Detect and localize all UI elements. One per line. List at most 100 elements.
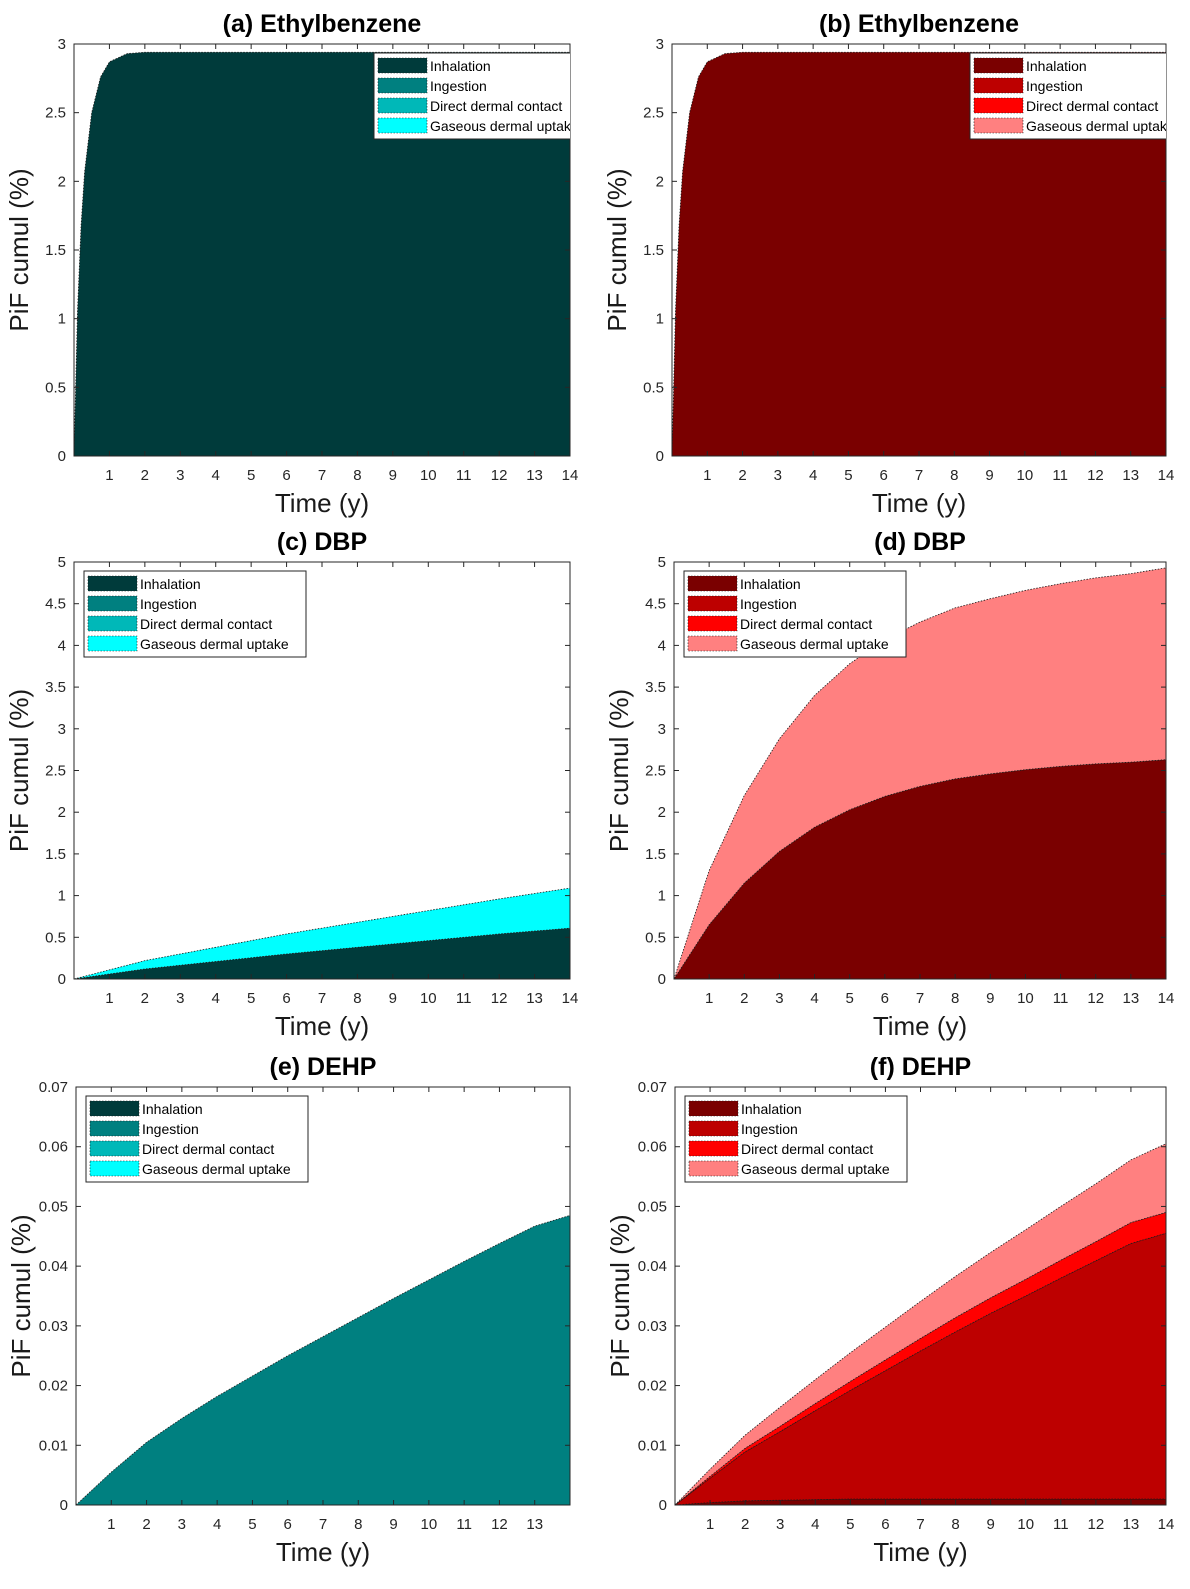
y-axis-label: PiF cumul (%): [605, 1214, 635, 1377]
y-tick-label: 0.07: [39, 1079, 68, 1096]
x-tick-label: 1: [706, 1516, 714, 1533]
x-axis-label: Time (y): [873, 1011, 967, 1041]
y-tick-label: 0.02: [39, 1378, 68, 1395]
x-tick-label: 12: [491, 467, 508, 484]
y-tick-label: 0.05: [638, 1198, 667, 1215]
legend-swatch: [87, 615, 138, 632]
x-axis-label: Time (y): [873, 1537, 967, 1567]
x-axis-label: Time (y): [872, 488, 966, 518]
x-tick-label: 12: [491, 1516, 508, 1533]
x-tick-label: 7: [318, 467, 326, 484]
legend: Inhalation Ingestion Direct dermal contact…: [373, 52, 570, 140]
y-tick-label: 0.06: [638, 1139, 667, 1156]
legend-swatch: [377, 97, 428, 114]
area-series-group: [76, 1214, 570, 1505]
area-inhalation: [74, 51, 570, 456]
legend-swatch: [89, 1120, 140, 1137]
legend-swatch: [688, 1120, 739, 1137]
x-tick-label: 9: [986, 1516, 994, 1533]
y-tick-label: 0.03: [638, 1318, 667, 1335]
legend-label: Gaseous dermal uptake: [142, 1161, 291, 1177]
legend-swatch: [87, 575, 138, 592]
x-tick-label: 7: [916, 1516, 924, 1533]
x-tick-label: 14: [562, 467, 579, 484]
y-tick-label: 2: [58, 804, 66, 821]
legend-label: Direct dermal contact: [140, 616, 272, 632]
legend-label: Gaseous dermal uptake: [1026, 118, 1175, 134]
x-tick-label: 2: [738, 467, 746, 484]
x-tick-label: 13: [1123, 990, 1140, 1007]
legend-label: Gaseous dermal uptake: [140, 636, 289, 652]
y-tick-label: 4.5: [45, 596, 66, 613]
legend-label: Gaseous dermal uptake: [740, 636, 889, 652]
legend-swatch: [973, 57, 1024, 74]
x-tick-label: 11: [1053, 1516, 1069, 1533]
chart-panel-2: 00.511.522.533.544.551 2 3 4 5 6 7 8 9 10 11 12 13 14…: [4, 528, 578, 1041]
area-series-group: [74, 51, 570, 456]
x-tick-label: 10: [1017, 990, 1034, 1007]
y-tick-label: 1: [658, 888, 666, 905]
x-axis-label: Time (y): [275, 488, 369, 518]
x-tick-label: 3: [776, 1516, 784, 1533]
legend-swatch: [688, 1140, 739, 1157]
x-tick-label: 8: [353, 990, 361, 1007]
y-tick-label: 1: [58, 311, 66, 328]
area-series-group: [74, 887, 570, 979]
chart-panel-4: 00.010.020.030.040.050.060.071 2 3 4 5 6 7 8 9 10…: [6, 1053, 571, 1567]
legend: Inhalation Ingestion Direct dermal contact…: [969, 52, 1175, 140]
area-series-group: [675, 1143, 1166, 1505]
chart-title: (f) DEHP: [870, 1053, 971, 1081]
x-tick-label: 13: [1122, 467, 1139, 484]
x-tick-label: 5: [248, 1516, 256, 1533]
y-tick-label: 0: [659, 1497, 667, 1514]
x-tick-label: 2: [141, 467, 149, 484]
x-tick-label: 4: [212, 990, 220, 1007]
legend-label: Inhalation: [140, 576, 201, 592]
x-tick-label: 11: [456, 467, 472, 484]
x-tick-label: 5: [247, 990, 255, 1007]
x-tick-label: 13: [526, 467, 543, 484]
x-tick-label: 9: [389, 1516, 397, 1533]
legend-swatch: [973, 97, 1024, 114]
x-tick-label: 6: [282, 467, 290, 484]
y-tick-label: 0.02: [638, 1378, 667, 1395]
legend-swatch: [688, 1100, 739, 1117]
y-tick-label: 1.5: [45, 846, 66, 863]
chart-title: (d) DBP: [874, 528, 966, 556]
y-tick-label: 4: [658, 637, 666, 654]
x-tick-label: 1: [105, 990, 113, 1007]
y-tick-label: 2: [658, 804, 666, 821]
y-tick-label: 2.5: [645, 763, 666, 780]
y-tick-label: 2: [656, 173, 664, 190]
legend-swatch: [687, 595, 738, 612]
legend-swatch: [89, 1100, 140, 1117]
x-tick-label: 5: [846, 1516, 854, 1533]
y-tick-label: 1: [58, 888, 66, 905]
x-tick-label: 1: [703, 467, 711, 484]
x-tick-label: 6: [282, 990, 290, 1007]
x-tick-label: 9: [985, 467, 993, 484]
y-tick-label: 0.01: [39, 1437, 68, 1454]
legend-swatch: [377, 57, 428, 74]
y-tick-label: 0.03: [39, 1318, 68, 1335]
legend: Inhalation Ingestion Direct dermal contact…: [83, 570, 307, 658]
x-tick-label: 3: [178, 1516, 186, 1533]
y-tick-label: 1: [656, 311, 664, 328]
y-tick-label: 2.5: [45, 105, 66, 122]
x-tick-label: 4: [809, 467, 817, 484]
y-tick-label: 0.5: [45, 929, 66, 946]
x-tick-label: 13: [526, 990, 543, 1007]
legend-label: Direct dermal contact: [740, 616, 872, 632]
legend-swatch: [89, 1140, 140, 1157]
chart-title: (e) DEHP: [270, 1053, 377, 1081]
x-tick-label: 10: [420, 467, 437, 484]
area-inhalation: [674, 759, 1166, 979]
y-tick-label: 0.05: [39, 1198, 68, 1215]
y-tick-label: 0.07: [638, 1079, 667, 1096]
x-tick-label: 6: [284, 1516, 292, 1533]
y-tick-label: 3: [656, 36, 664, 53]
y-tick-label: 0.5: [45, 379, 66, 396]
x-tick-label: 3: [775, 990, 783, 1007]
y-tick-label: 3.5: [645, 679, 666, 696]
